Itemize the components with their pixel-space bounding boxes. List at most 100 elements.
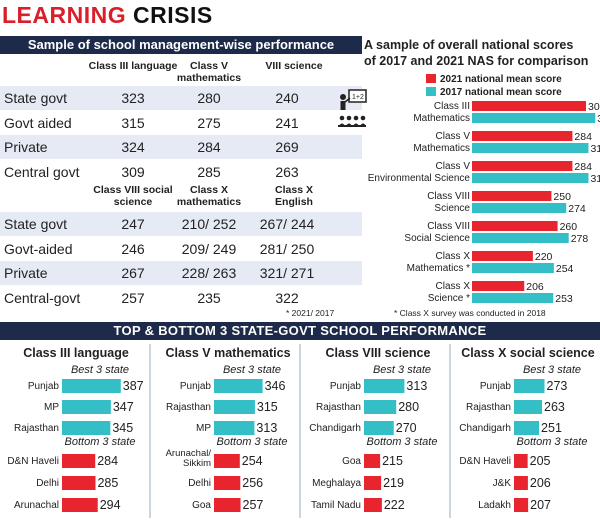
table-cell: 315	[121, 114, 145, 131]
table-cell: 209/ 249	[181, 240, 237, 257]
data-label: 306	[588, 101, 600, 113]
state-bar	[514, 476, 528, 490]
best-label: Best 3 state	[71, 364, 129, 376]
data-label: 346	[265, 379, 286, 393]
page-title: LEARNING CRISIS	[2, 2, 213, 29]
state-bar	[364, 454, 381, 468]
state-label: Delhi	[188, 478, 211, 489]
category-label: Science	[434, 203, 470, 214]
data-label: 263	[544, 400, 565, 414]
data-label: 284	[574, 131, 592, 143]
state-bar	[214, 400, 255, 414]
state-label: Chandigarh	[459, 423, 511, 434]
category-label: Mathematics *	[407, 263, 470, 274]
panel-title: Class V mathematics	[165, 346, 290, 360]
bar-2021	[472, 161, 573, 171]
bottom-section-heading: TOP & BOTTOM 3 STATE-GOVT SCHOOL PERFORM…	[0, 322, 600, 340]
data-label: 219	[383, 476, 404, 490]
table-row: Govt aided 315 275 241	[0, 111, 362, 135]
state-bar	[214, 498, 241, 512]
state-label: D&N Haveli	[7, 456, 59, 467]
bottom-label: Bottom 3 state	[65, 436, 136, 448]
table-header: Class V mathematics	[176, 60, 242, 84]
state-bar	[62, 476, 96, 490]
data-label: 315	[257, 400, 278, 414]
right-title-line-1: A sample of overall national scores	[364, 38, 574, 52]
table-row: Central-govt 257 235 322	[0, 286, 362, 310]
category-label: Class V	[436, 131, 471, 142]
panel-title: Class III language	[23, 346, 129, 360]
data-label: 274	[568, 203, 586, 215]
table-header: Class X mathematics	[176, 184, 242, 208]
state-label: Rajasthan	[166, 402, 211, 413]
data-label: 273	[547, 379, 568, 393]
table-cell: 235	[197, 289, 221, 306]
left-table-heading: Sample of school management-wise perform…	[0, 36, 362, 54]
table-cell: 228/ 263	[181, 265, 237, 281]
state-label: Delhi	[36, 478, 59, 489]
row-label: Govt aided	[4, 114, 72, 131]
table-cell: 285	[197, 163, 221, 180]
state-bar	[214, 421, 255, 435]
data-label: 284	[574, 161, 592, 173]
state-label: Rajasthan	[14, 423, 59, 434]
state-bar	[364, 498, 382, 512]
national-scores-bar-chart: Class IIIMathematics306321Class VMathema…	[368, 101, 600, 305]
category-label: Environmental Science	[368, 173, 471, 184]
category-label: Social Science	[404, 233, 470, 244]
state-bar	[514, 421, 540, 435]
bar-2021	[472, 131, 573, 141]
state-bar	[214, 379, 263, 393]
legend-2017: 2017 national mean score	[426, 87, 562, 99]
table-header: Class VIII social science	[93, 184, 173, 208]
state-label: Punjab	[28, 381, 60, 392]
data-label: 254	[242, 454, 263, 468]
legend-swatch-red	[426, 74, 436, 83]
table-row: State govt 323 280 240	[0, 86, 362, 110]
data-label: 222	[384, 498, 405, 512]
data-label: 270	[396, 421, 417, 435]
data-label: 256	[242, 476, 263, 490]
legend-label: 2017 national mean score	[440, 87, 562, 98]
row-label: Private	[4, 139, 48, 155]
data-label: 285	[97, 476, 118, 490]
data-label: 280	[398, 400, 419, 414]
data-label: 313	[406, 379, 427, 393]
state-bar	[214, 476, 241, 490]
state-bar	[62, 498, 98, 512]
state-label: Arunachal/	[166, 448, 212, 459]
data-label: 254	[556, 263, 574, 275]
bar-2017	[472, 233, 569, 243]
right-title-line-2: of 2017 and 2021 NAS for comparison	[364, 54, 589, 68]
teacher-classroom-icon: 1+2	[338, 89, 367, 127]
state-label: Goa	[342, 456, 361, 467]
bar-2017	[472, 293, 554, 303]
data-label: 250	[553, 191, 571, 203]
state-bar	[364, 379, 405, 393]
state-label: Goa	[192, 500, 211, 511]
row-label: Central govt	[4, 163, 80, 180]
row-label: State govt	[4, 216, 68, 232]
data-label: 345	[112, 421, 133, 435]
category-label: Mathematics	[413, 143, 470, 154]
data-label: 310	[590, 173, 600, 185]
state-label: J&K	[493, 478, 512, 489]
state-performance-charts: Class III language Best 3 state Bottom 3 s…	[7, 344, 595, 518]
table-cell: 309	[121, 163, 145, 180]
table-cell: 267/ 244	[259, 216, 315, 232]
state-label: Meghalaya	[312, 478, 361, 489]
data-label: 207	[530, 498, 551, 512]
table-header: Class III language	[88, 60, 178, 72]
table-row: Govt-aided 246 209/ 249 281/ 250	[0, 237, 362, 261]
category-label: Class VIII	[427, 191, 470, 202]
table-header: Class X English	[275, 184, 313, 208]
data-label: 251	[541, 421, 562, 435]
bar-2021	[472, 281, 525, 291]
state-label: Rajasthan	[466, 402, 511, 413]
data-label: 347	[113, 400, 134, 414]
table-cell: 280	[197, 90, 221, 106]
state-label: D&N Haveli	[459, 456, 511, 467]
bar-2021	[472, 221, 558, 231]
table-cell: 210/ 252	[181, 216, 237, 232]
state-bar	[62, 400, 111, 414]
